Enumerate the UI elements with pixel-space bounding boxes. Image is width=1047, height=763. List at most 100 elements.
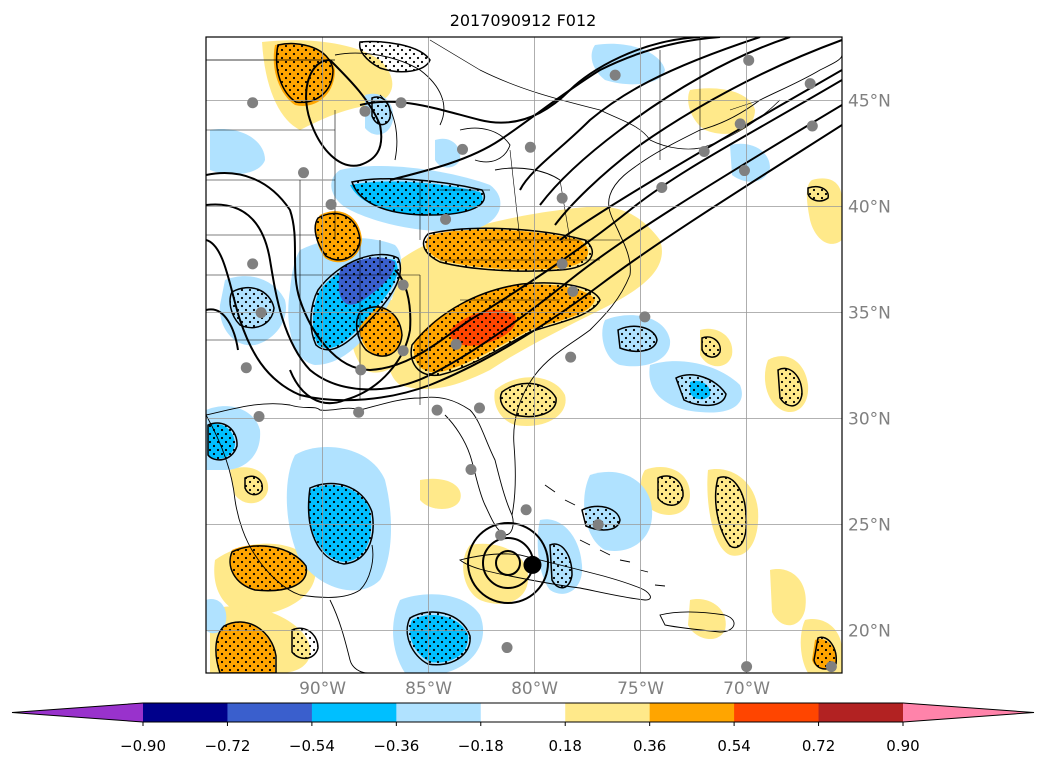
- positive-anomaly-region: [770, 569, 806, 626]
- coastline-gulf: [206, 396, 514, 536]
- stippled-region: [244, 475, 264, 496]
- height-contour: [389, 37, 721, 181]
- station-marker: [738, 165, 750, 177]
- positive-anomaly-region: [420, 478, 461, 509]
- coastlines-and-borders: [206, 39, 842, 673]
- negative-anomaly-region: [584, 471, 653, 551]
- colorbar-tick-label: 0.54: [717, 737, 750, 755]
- station-marker: [473, 402, 485, 414]
- bahamas-islands: [544, 484, 666, 587]
- stippled-region: [617, 325, 658, 353]
- station-marker: [806, 120, 818, 132]
- station-marker: [457, 143, 469, 155]
- stippled-region: [807, 186, 829, 202]
- stippled-region: [351, 177, 486, 216]
- station-marker: [247, 258, 259, 270]
- colorbar-tick-label: −0.54: [289, 737, 335, 755]
- height-contour: [289, 269, 412, 405]
- height-contour: [519, 37, 761, 191]
- coastline-great-lakes: [334, 52, 561, 181]
- station-marker: [734, 118, 746, 130]
- coastline-mexico: [206, 414, 374, 598]
- map-frame: [205, 36, 843, 674]
- station-marker: [520, 504, 532, 516]
- colorbar-segment: [818, 703, 904, 722]
- coastline-central-america: [329, 599, 369, 673]
- station-marker: [355, 364, 367, 376]
- coastline-cuba: [459, 553, 651, 601]
- stippled-region: [275, 42, 334, 104]
- colorbar-segment: [227, 703, 313, 722]
- colorbar-segment: [143, 703, 228, 722]
- colorbar-tick-label: −0.18: [458, 737, 504, 755]
- stippled-region: [406, 611, 471, 666]
- station-marker: [440, 213, 452, 225]
- station-marker: [592, 519, 604, 531]
- station-marker: [743, 54, 755, 66]
- colorbar-tick-label: −0.72: [204, 737, 250, 755]
- longitude-tick-label: 90°W: [299, 679, 346, 699]
- colorbar-tick-label: −0.90: [120, 737, 166, 755]
- station-marker: [609, 69, 621, 81]
- negative-anomaly-region: [435, 138, 461, 168]
- station-marker: [359, 105, 371, 117]
- longitude-tick-label: 80°W: [511, 679, 558, 699]
- canada-border: [206, 39, 781, 150]
- stippled-region: [657, 475, 684, 506]
- colorbar-segment: [649, 703, 735, 722]
- stippled-region: [701, 336, 721, 358]
- stippled-region: [291, 627, 319, 660]
- stippled-region: [549, 543, 573, 589]
- station-markers: [240, 54, 837, 673]
- coastline-atlantic: [511, 54, 842, 516]
- station-marker: [450, 338, 462, 350]
- station-marker: [495, 529, 507, 541]
- station-marker: [565, 351, 577, 363]
- positive-anomaly-region: [463, 543, 529, 604]
- station-marker: [825, 661, 837, 673]
- station-marker: [804, 78, 816, 90]
- latitude-axis: 20°N 25°N 30°N 35°N 40°N 45°N: [848, 92, 891, 642]
- colorbar-tick-label: 0.36: [633, 737, 666, 755]
- station-marker: [397, 345, 409, 357]
- coastline-hispaniola: [659, 611, 735, 633]
- height-contour: [554, 39, 842, 226]
- station-marker: [741, 661, 753, 673]
- colorbar-tick-label: 0.90: [886, 737, 919, 755]
- station-marker: [247, 97, 259, 109]
- longitude-tick-label: 70°W: [723, 679, 770, 699]
- longitude-tick-label: 85°W: [405, 679, 452, 699]
- station-marker: [567, 285, 579, 297]
- stippled-region: [675, 374, 727, 407]
- height-contour: [206, 104, 842, 391]
- station-marker: [298, 167, 310, 179]
- station-marker: [240, 362, 252, 374]
- latitude-tick-label: 45°N: [848, 92, 891, 112]
- stippled-region: [581, 505, 621, 531]
- station-marker: [255, 307, 267, 319]
- height-contour: [206, 124, 842, 402]
- colorbar-extend-low: [12, 703, 143, 722]
- station-marker: [353, 406, 365, 418]
- latitude-tick-label: 35°N: [848, 304, 891, 324]
- station-marker: [639, 311, 651, 323]
- stippled-region: [314, 212, 361, 261]
- station-marker: [556, 258, 568, 270]
- station-marker: [556, 192, 568, 204]
- longitude-tick-label: 75°W: [617, 679, 664, 699]
- latitude-tick-label: 25°N: [848, 516, 891, 536]
- colorbar-extend-high: [903, 703, 1034, 722]
- stippled-region: [215, 621, 277, 673]
- map-content: [206, 37, 842, 673]
- graticule: [206, 37, 842, 673]
- stippled-region: [714, 476, 748, 549]
- negative-anomaly-region: [206, 599, 227, 634]
- station-marker: [465, 463, 477, 475]
- station-marker: [397, 279, 409, 291]
- storm-center-marker: [523, 555, 542, 574]
- station-marker: [431, 404, 443, 416]
- stippled-region: [229, 545, 308, 592]
- colorbar-segment: [734, 703, 820, 722]
- map-title: 2017090912 F012: [450, 11, 597, 30]
- stippled-region: [355, 306, 403, 357]
